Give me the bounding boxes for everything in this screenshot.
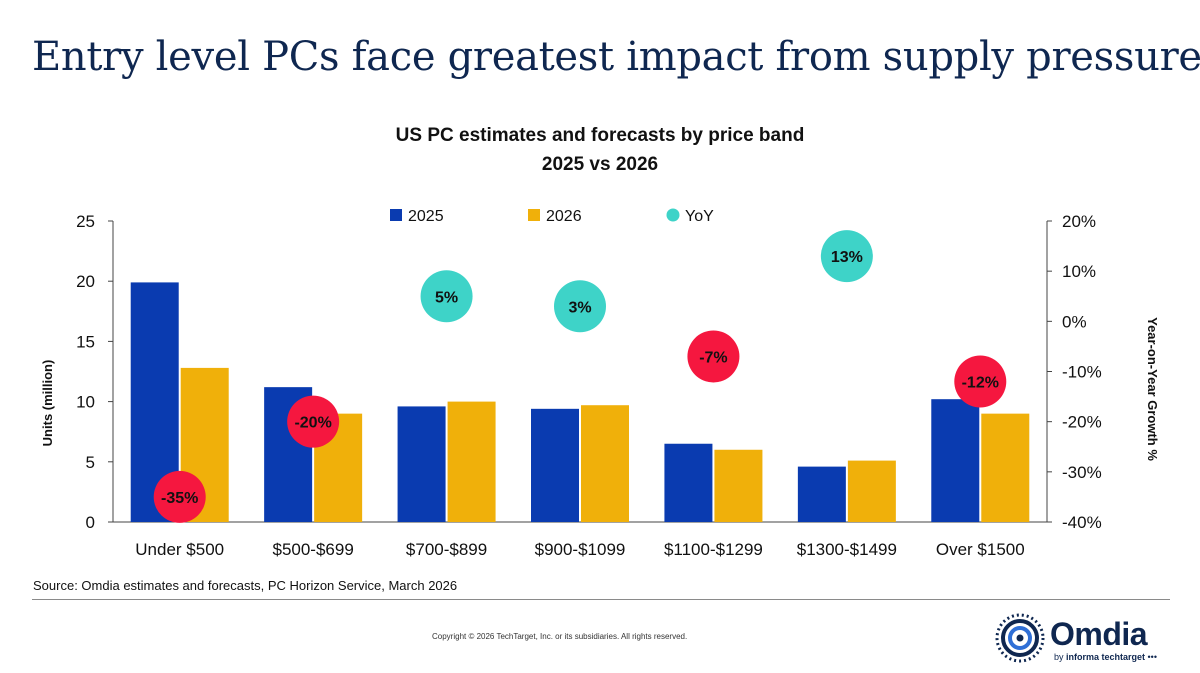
- copyright-text: Copyright © 2026 TechTarget, Inc. or its…: [432, 632, 688, 641]
- x-tick-label: $1300-$1499: [797, 540, 897, 559]
- y2-tick-label: 20%: [1062, 212, 1096, 231]
- legend-label: YoY: [685, 208, 714, 225]
- legend-label: 2026: [546, 208, 582, 225]
- y2-tick-label: -10%: [1062, 363, 1102, 382]
- legend-swatch-YoY: [666, 208, 680, 222]
- x-tick-label: $1100-$1299: [664, 540, 763, 559]
- yoy-label: 3%: [568, 299, 591, 316]
- omdia-logo-icon: [995, 613, 1045, 663]
- logo-tagline: by informa techtarget •••: [1054, 652, 1157, 662]
- y2-axis-title: Year-on-Year Growth %: [1145, 317, 1160, 461]
- yoy-label: -7%: [699, 349, 727, 366]
- y2-tick-label: 0%: [1062, 312, 1087, 331]
- bar-2026: [581, 405, 629, 522]
- y-tick-label: 20: [76, 272, 95, 291]
- legend-label: 2025: [408, 208, 444, 225]
- yoy-bubble: [820, 230, 873, 283]
- yoy-label: -20%: [294, 415, 331, 432]
- y2-tick-label: 10%: [1062, 262, 1096, 281]
- y-tick-label: 5: [86, 453, 95, 472]
- yoy-label: 5%: [435, 289, 458, 306]
- bar-2025: [931, 399, 980, 522]
- bar-2026: [847, 460, 896, 522]
- yoy-label: 13%: [831, 249, 863, 266]
- footer-divider: [32, 599, 1170, 600]
- x-tick-label: Under $500: [135, 540, 224, 559]
- y-axis-title: Units (million): [40, 360, 55, 447]
- bar-2025: [397, 406, 446, 522]
- yoy-bubble: [287, 395, 340, 448]
- yoy-bubble: [153, 470, 206, 523]
- bar-2025: [797, 466, 846, 522]
- legend-swatch-2026: [528, 209, 540, 221]
- yoy-label: -12%: [962, 375, 999, 392]
- legend-swatch-2025: [390, 209, 402, 221]
- bar-2026: [714, 449, 763, 522]
- x-tick-label: $700-$899: [406, 540, 487, 559]
- bar-2025: [531, 408, 579, 522]
- chart-subtitle: 2025 vs 2026: [542, 154, 658, 175]
- y-tick-label: 0: [86, 513, 95, 532]
- yoy-bubble: [687, 330, 740, 383]
- bar-2025: [664, 443, 713, 522]
- yoy-bubble: [954, 355, 1007, 408]
- yoy-bubble: [554, 280, 606, 333]
- y-tick-label: 15: [76, 332, 95, 351]
- bar-2026: [981, 413, 1030, 522]
- page-headline: Entry level PCs face greatest impact fro…: [32, 34, 1200, 80]
- x-tick-label: Over $1500: [936, 540, 1025, 559]
- y2-tick-label: -30%: [1062, 463, 1102, 482]
- yoy-label: -35%: [161, 490, 198, 507]
- y-tick-label: 25: [76, 212, 95, 231]
- y2-tick-label: -20%: [1062, 413, 1102, 432]
- logo-wordmark: Omdia: [1050, 616, 1148, 652]
- x-tick-label: $500-$699: [272, 540, 353, 559]
- chart-title: US PC estimates and forecasts by price b…: [396, 125, 805, 146]
- y2-tick-label: -40%: [1062, 513, 1102, 532]
- x-tick-label: $900-$1099: [535, 540, 626, 559]
- source-note: Source: Omdia estimates and forecasts, P…: [33, 578, 458, 593]
- y-tick-label: 10: [76, 393, 95, 412]
- bar-2026: [447, 401, 496, 522]
- yoy-bubble: [420, 270, 473, 323]
- omdia-logo: Omdia by informa techtarget •••: [994, 612, 1170, 664]
- price-band-chart: US PC estimates and forecasts by price b…: [40, 125, 1160, 559]
